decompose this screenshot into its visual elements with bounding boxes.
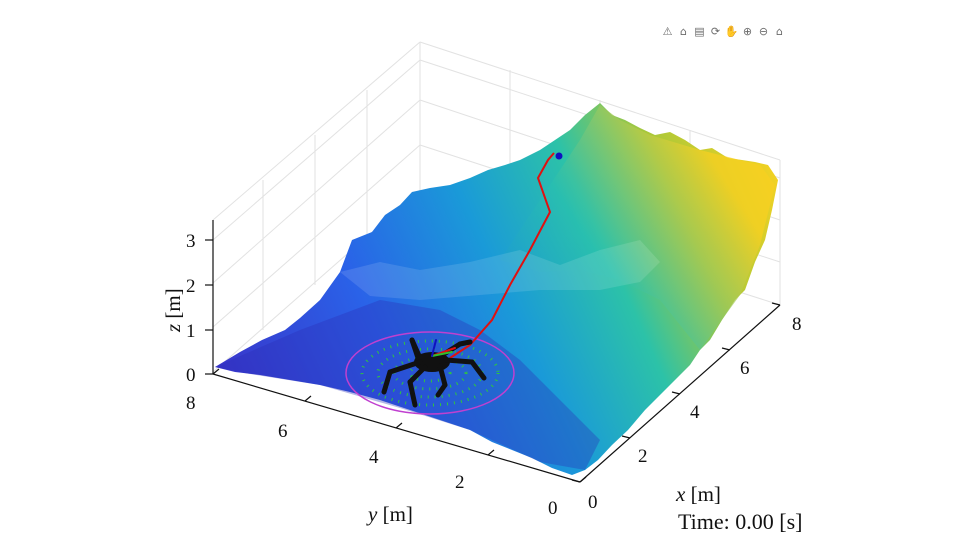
x-axis-label: x [m]	[675, 482, 721, 506]
y-tick-label: 2	[455, 472, 465, 493]
y-tick-label: 6	[278, 421, 288, 442]
y-axis-label: y [m]	[366, 502, 413, 526]
z-axis-ticks: 3 2 1 0	[186, 231, 196, 386]
rotate-icon[interactable]: ⟳	[710, 24, 721, 38]
terrain-surface	[215, 103, 778, 475]
y-tick-label: 8	[186, 393, 196, 414]
z-tick-label: 1	[186, 321, 196, 342]
planned-path	[449, 152, 555, 359]
z-tick-label: 3	[186, 231, 196, 252]
pan-icon[interactable]: ✋	[724, 24, 739, 38]
home-icon[interactable]: ⌂	[776, 24, 783, 38]
z-axis-label: z [m]	[161, 288, 185, 333]
x-tick-label: 0	[588, 492, 598, 513]
y-axis-ticks: 8 6 4 2 0	[186, 393, 558, 519]
x-tick-label: 4	[690, 402, 700, 423]
x-tick-label: 8	[792, 314, 802, 335]
axis-lines	[205, 220, 781, 483]
zoom-out-icon[interactable]: ⊖	[758, 24, 769, 38]
time-label: Time: 0.00 [s]	[678, 509, 803, 534]
z-tick-label: 2	[186, 276, 196, 297]
y-tick-label: 4	[369, 447, 379, 468]
y-tick-label: 0	[548, 498, 558, 519]
brush-icon[interactable]: ⚠	[662, 24, 673, 38]
robot-model	[381, 337, 487, 408]
legend-icon[interactable]: ▤	[694, 24, 705, 38]
x-axis-ticks: 0 2 4 6 8	[588, 314, 802, 513]
datatip-icon[interactable]: ⌂	[680, 24, 687, 38]
zoom-in-icon[interactable]: ⊕	[742, 24, 753, 38]
axes-toolbar: ⚠ ⌂ ▤ ⟳ ✋ ⊕ ⊖ ⌂	[660, 22, 787, 42]
x-tick-label: 2	[638, 446, 648, 467]
x-tick-label: 6	[740, 358, 750, 379]
z-tick-label: 0	[186, 365, 196, 386]
goal-marker	[555, 152, 563, 160]
